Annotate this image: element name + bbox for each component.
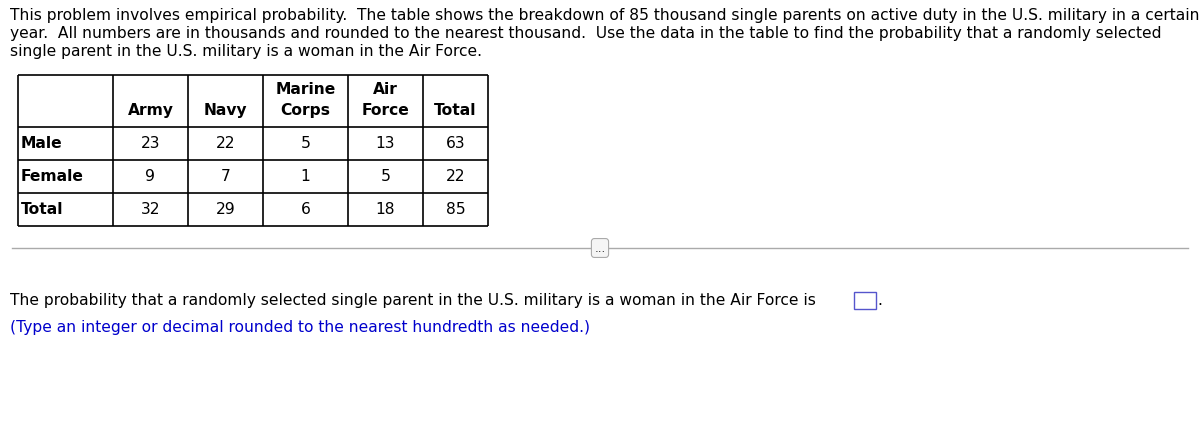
Text: Female: Female xyxy=(22,169,84,184)
Text: 29: 29 xyxy=(216,202,235,217)
Text: Total: Total xyxy=(434,103,476,118)
Text: 18: 18 xyxy=(376,202,395,217)
Text: Navy: Navy xyxy=(204,103,247,118)
Text: The probability that a randomly selected single parent in the U.S. military is a: The probability that a randomly selected… xyxy=(10,293,816,308)
Text: single parent in the U.S. military is a woman in the Air Force.: single parent in the U.S. military is a … xyxy=(10,44,482,59)
Text: 85: 85 xyxy=(445,202,466,217)
Text: 63: 63 xyxy=(445,136,466,151)
Text: 5: 5 xyxy=(380,169,390,184)
Text: 1: 1 xyxy=(301,169,311,184)
Text: Marine: Marine xyxy=(275,82,336,97)
Bar xyxy=(854,292,876,309)
Text: Corps: Corps xyxy=(281,103,330,118)
Text: ...: ... xyxy=(594,242,606,254)
Text: 6: 6 xyxy=(300,202,311,217)
Text: This problem involves empirical probability.  The table shows the breakdown of 8: This problem involves empirical probabil… xyxy=(10,8,1200,23)
Text: (Type an integer or decimal rounded to the nearest hundredth as needed.): (Type an integer or decimal rounded to t… xyxy=(10,320,590,335)
Text: 5: 5 xyxy=(300,136,311,151)
Text: Army: Army xyxy=(127,103,174,118)
Text: 32: 32 xyxy=(140,202,161,217)
Text: 22: 22 xyxy=(445,169,466,184)
Text: Total: Total xyxy=(22,202,64,217)
Text: 9: 9 xyxy=(145,169,156,184)
Text: 23: 23 xyxy=(140,136,161,151)
Text: year.  All numbers are in thousands and rounded to the nearest thousand.  Use th: year. All numbers are in thousands and r… xyxy=(10,26,1162,41)
Text: Male: Male xyxy=(22,136,62,151)
Text: Force: Force xyxy=(361,103,409,118)
Text: .: . xyxy=(877,293,882,308)
Text: 7: 7 xyxy=(221,169,230,184)
Text: Air: Air xyxy=(373,82,398,97)
Text: 13: 13 xyxy=(376,136,395,151)
Text: 22: 22 xyxy=(216,136,235,151)
